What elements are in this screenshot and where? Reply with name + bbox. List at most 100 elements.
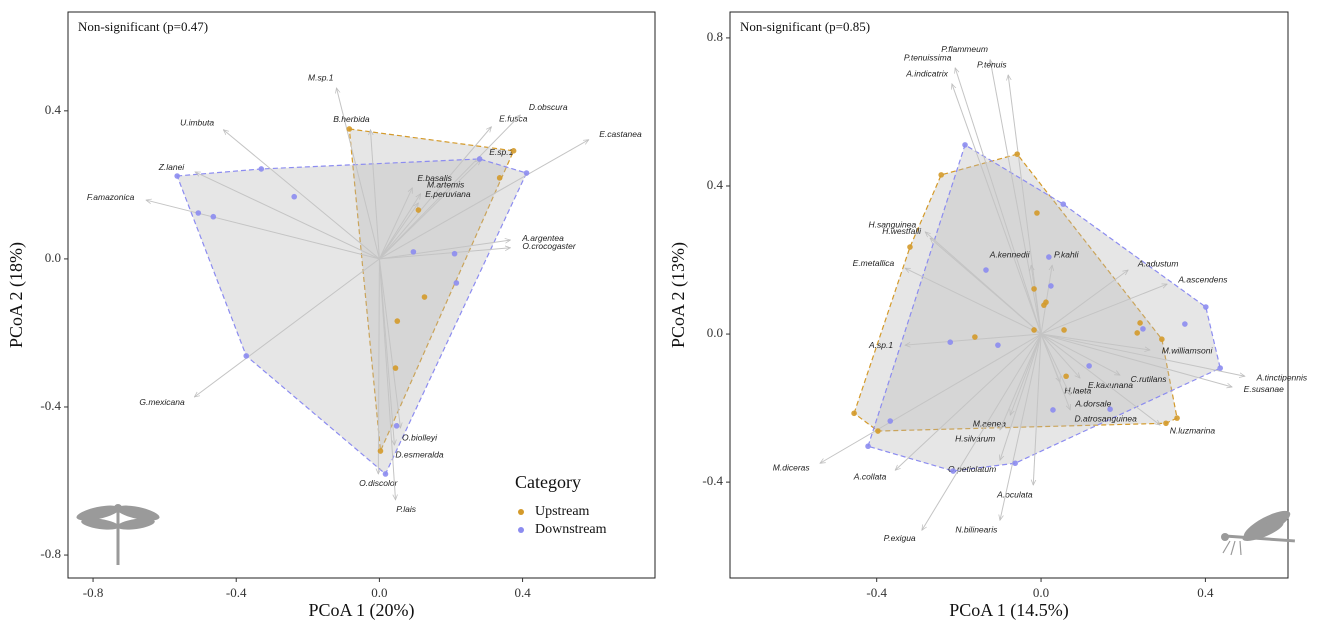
species-arrow [1010,333,1042,415]
hull [853,153,1178,432]
point [1061,327,1067,333]
point [1107,406,1113,412]
species-label: H.sanguinea [868,220,916,230]
species-arrow [895,333,1042,470]
species-label: N.bilinearis [955,524,998,534]
legend-label: Upstream [535,504,590,519]
species-arrow [1040,333,1070,410]
species-arrow [1040,333,1150,350]
x-tick-label: -0.4 [866,585,887,600]
damselfly-icon [1221,510,1295,556]
point [195,210,202,216]
species-arrow [955,68,1042,335]
species-label: M.sp.1 [308,72,334,82]
species-arrow [146,200,380,260]
species-label: M.aenea [973,419,1006,429]
species-arrow [195,171,380,260]
point [453,280,460,286]
y-tick-label: 0.4 [45,102,62,117]
point [410,249,417,255]
y-tick-label: 0.0 [45,250,61,265]
point [950,468,956,474]
plot-border [729,11,1289,579]
species-arrow [1031,265,1042,335]
y-axis-title: PCoA 2 (18%) [6,242,27,348]
species-label: H.westfalli [882,226,922,236]
species-arrow [930,238,1042,335]
species-label: O.petiolatum [948,464,996,474]
species-label: O.biolleyi [402,432,438,442]
species-label: A.kennedii [989,250,1031,260]
point [1012,460,1018,467]
species-label: H.laeta [1064,386,1091,396]
point [523,170,530,176]
species-label: P.lais [396,504,416,514]
point [983,267,989,273]
y-tick-label: -0.4 [702,473,723,488]
species-arrow [820,333,1042,463]
species-label: P.tenuis [977,59,1007,69]
x-axis-title: PCoA 1 (14.5%) [949,600,1069,621]
species-arrow [1000,333,1042,460]
point [1031,327,1037,333]
point [210,213,217,220]
species-arrow [379,127,491,260]
y-tick-label: -0.8 [40,546,61,561]
point [1174,415,1180,421]
species-arrow [378,258,395,500]
species-label: A.oculata [996,489,1033,499]
point [1159,336,1165,343]
y-axis-title: PCoA 2 (13%) [668,242,689,348]
point [875,428,881,434]
legend-swatch [518,527,524,533]
point [1060,201,1067,207]
species-arrow [378,188,413,260]
y-tick-label: 0.4 [707,177,724,192]
species-arrow [194,258,380,397]
species-label: A.indicatrix [905,69,948,79]
species-label: O.crocogaster [522,241,577,251]
species-label: M.williamsoni [1162,346,1214,356]
point [1182,321,1188,327]
species-arrow [1040,270,1128,335]
point [476,156,483,162]
point [1031,286,1037,292]
species-label: F.amazonica [87,192,135,202]
point [1048,283,1054,289]
species-arrow [379,140,588,260]
species-arrow [379,160,480,260]
species-arrow [1040,333,1245,376]
point [1217,365,1224,371]
y-tick-label: 0.0 [707,325,723,340]
species-label: P.kahli [1054,250,1080,260]
point [451,250,458,257]
species-arrow [905,333,1042,345]
species-arrow [1040,284,1167,335]
species-label: E.sp.1 [489,147,513,157]
point [887,418,894,424]
point [496,175,503,181]
species-arrow [379,240,510,260]
panel: M.sp.1 U.imbuta Z.lanei F.amazonica G.mexica… [6,11,656,621]
species-label: D.obscura [529,102,568,112]
species-label: A.tinctipennis [1256,373,1308,383]
species-label: N.luzmarina [1170,425,1216,435]
point [1140,326,1146,332]
annotation: Non-significant (p=0.47) [78,19,208,34]
x-tick-label: -0.4 [226,585,247,600]
species-label: E.kaxunana [1088,380,1133,390]
legend-swatch [518,509,524,515]
species-arrow [1033,334,1042,485]
plot-background [68,12,655,578]
x-tick-label: 0.4 [1197,585,1214,600]
species-arrow [379,115,520,260]
species-label: A.ascendens [1177,275,1228,285]
point [291,193,298,200]
species-arrow [905,267,1042,335]
species-arrow [1040,333,1160,425]
species-arrow [223,130,380,260]
species-arrow [1000,333,1042,520]
species-label: E.castanea [599,129,642,139]
species-label: G.mexicana [139,397,185,407]
